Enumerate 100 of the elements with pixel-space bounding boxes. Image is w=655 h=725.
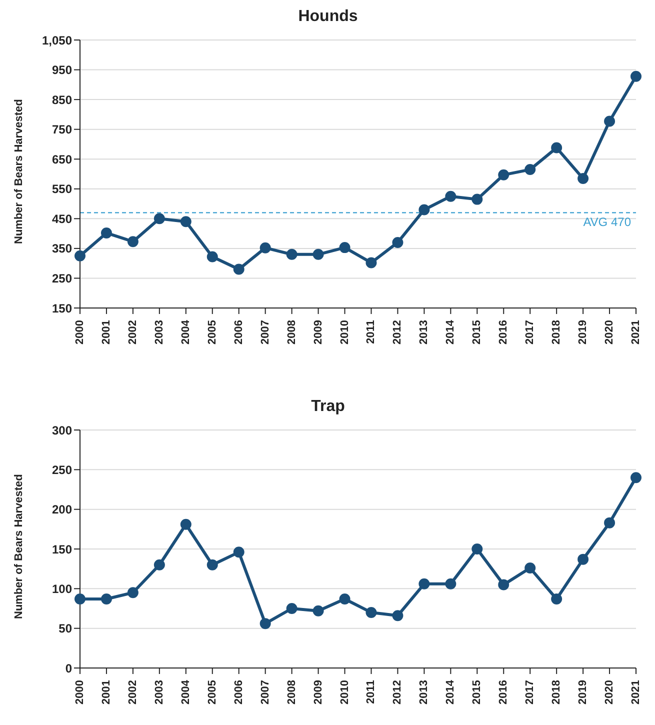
point xyxy=(74,250,86,262)
x-tick-label: 2002 xyxy=(126,320,139,344)
x-tick-label: 2004 xyxy=(180,319,192,344)
point xyxy=(498,579,510,590)
point xyxy=(154,213,165,224)
x-tick-label: 2016 xyxy=(498,680,510,704)
point xyxy=(127,587,138,598)
x-tick-label: 2003 xyxy=(153,680,166,704)
y-tick-label: 0 xyxy=(65,661,72,676)
point xyxy=(551,593,562,604)
x-tick-label: 2014 xyxy=(444,319,457,344)
point xyxy=(578,554,589,565)
x-tick-label: 2008 xyxy=(286,320,298,344)
point xyxy=(312,605,324,616)
x-tick-label: 2004 xyxy=(180,679,192,704)
point xyxy=(286,248,298,260)
x-tick-label: 2015 xyxy=(471,320,484,344)
point xyxy=(445,578,456,590)
x-tick-label: 2011 xyxy=(365,680,378,704)
chart-title: Hounds xyxy=(297,8,359,27)
y-tick-label: 750 xyxy=(52,122,72,137)
point xyxy=(366,257,377,268)
y-tick-label: 450 xyxy=(52,212,72,226)
x-tick-label: 2013 xyxy=(418,680,430,704)
y-tick-label: 850 xyxy=(52,92,72,107)
x-tick-label: 2012 xyxy=(392,320,404,344)
y-tick-label: 550 xyxy=(52,182,72,196)
point xyxy=(445,190,456,202)
point xyxy=(339,593,350,604)
y-tick-label: 350 xyxy=(52,242,72,256)
x-tick-label: 2003 xyxy=(153,320,166,344)
x-tick-label: 2017 xyxy=(524,680,536,704)
x-tick-label: 2001 xyxy=(100,320,112,344)
x-tick-label: 2021 xyxy=(630,320,642,344)
point xyxy=(418,204,430,216)
x-tick-label: 2013 xyxy=(418,320,430,344)
x-tick-label: 2001 xyxy=(100,680,112,704)
point xyxy=(418,578,430,590)
x-tick-label: 2002 xyxy=(126,680,139,704)
x-tick-label: 2021 xyxy=(630,680,642,704)
point xyxy=(472,544,483,554)
point xyxy=(524,562,536,574)
point xyxy=(472,194,483,205)
y-tick-label: 650 xyxy=(52,152,72,166)
x-tick-label: 2000 xyxy=(74,320,86,344)
y-tick-label: 100 xyxy=(52,582,72,596)
point xyxy=(100,593,112,604)
y-tick-label: 50 xyxy=(58,622,72,636)
x-tick-label: 2011 xyxy=(365,320,378,344)
y-tick-label: 150 xyxy=(52,301,72,316)
x-tick-label: 2008 xyxy=(286,680,298,704)
y-tick-label: 300 xyxy=(52,423,72,438)
point xyxy=(180,216,192,228)
point xyxy=(286,603,298,614)
x-tick-label: 2020 xyxy=(604,320,616,344)
x-tick-label: 2010 xyxy=(338,320,351,344)
point xyxy=(312,248,324,260)
x-tick-label: 2016 xyxy=(498,320,510,344)
point xyxy=(630,70,642,82)
point xyxy=(206,251,218,262)
point xyxy=(366,606,377,618)
x-tick-label: 2009 xyxy=(312,680,324,704)
point xyxy=(551,142,562,154)
point xyxy=(392,610,404,622)
ref-line-label: AVG 470 xyxy=(583,215,632,230)
y-tick-label: 250 xyxy=(52,462,72,477)
x-tick-label: 2009 xyxy=(312,320,324,344)
x-tick-label: 2019 xyxy=(577,320,590,344)
point xyxy=(604,116,616,127)
point xyxy=(392,236,404,248)
point xyxy=(233,264,244,275)
y-axis-title: Number of Bears Harvested xyxy=(12,99,25,244)
y-tick-label: 200 xyxy=(52,502,72,517)
point xyxy=(260,618,271,630)
point xyxy=(233,546,244,558)
x-tick-label: 2005 xyxy=(206,680,218,704)
point xyxy=(127,236,138,248)
x-tick-label: 2000 xyxy=(74,680,86,704)
x-tick-label: 2007 xyxy=(259,680,272,704)
x-tick-label: 2006 xyxy=(232,320,245,344)
point xyxy=(180,518,192,530)
x-tick-label: 2017 xyxy=(524,320,536,344)
point xyxy=(74,593,86,604)
x-tick-label: 2012 xyxy=(392,680,404,704)
y-tick-label: 250 xyxy=(52,271,72,286)
x-tick-label: 2018 xyxy=(550,320,563,344)
x-tick-label: 2010 xyxy=(338,680,351,704)
point xyxy=(524,164,536,176)
y-tick-label: 950 xyxy=(52,63,72,78)
x-tick-label: 2007 xyxy=(259,320,272,344)
point xyxy=(630,472,642,484)
y-axis-title: Number of Bears Harvested xyxy=(12,474,25,619)
x-tick-label: 2020 xyxy=(604,680,616,704)
point xyxy=(206,559,218,570)
y-tick-label: 1,050 xyxy=(42,33,72,48)
point xyxy=(260,242,271,254)
y-tick-label: 150 xyxy=(52,542,72,556)
x-tick-label: 2014 xyxy=(444,679,457,704)
point xyxy=(154,559,165,570)
x-tick-label: 2006 xyxy=(232,680,245,704)
